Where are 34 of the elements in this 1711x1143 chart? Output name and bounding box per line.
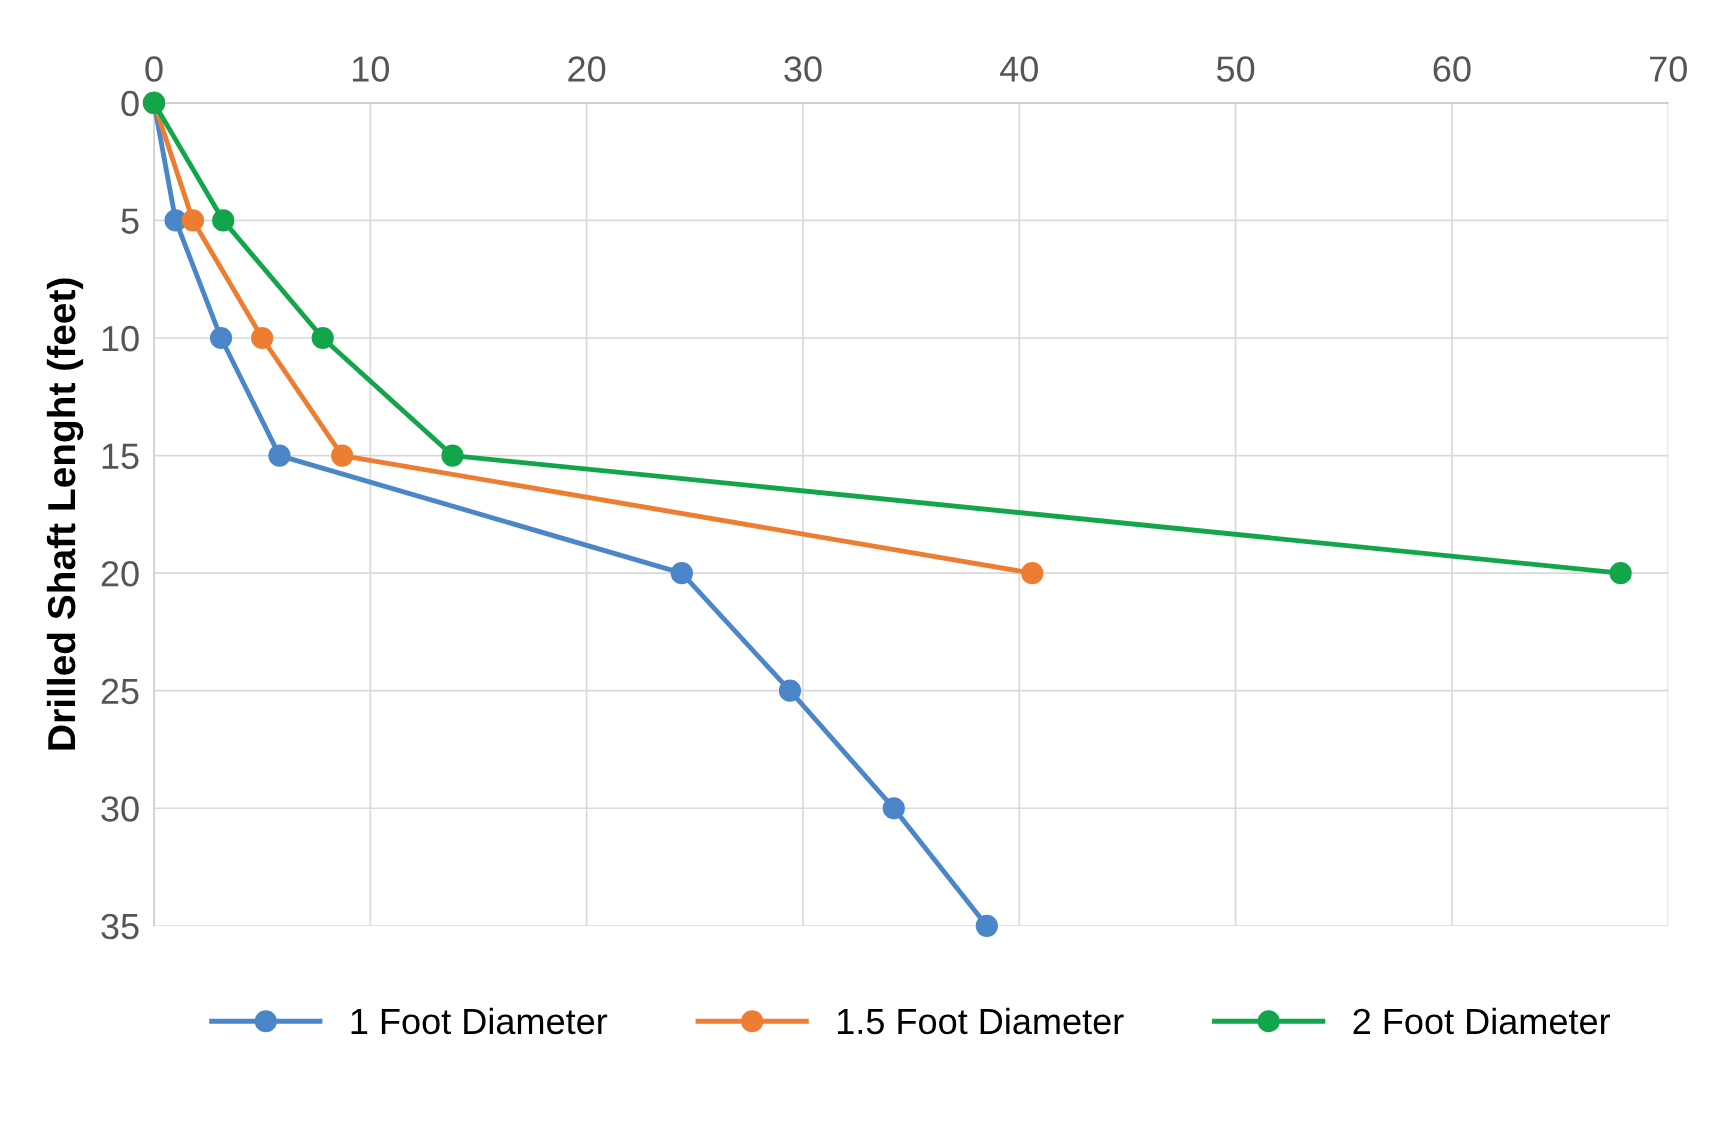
y-tick-label: 35: [101, 913, 139, 940]
point: [1021, 562, 1044, 585]
y-tick-label: 15: [102, 443, 139, 470]
point: [778, 679, 802, 702]
y-tick-label: 10: [102, 325, 139, 352]
y-tick-label: 30: [101, 796, 139, 822]
point: [1609, 562, 1632, 585]
x-tick-label: 30: [784, 56, 822, 82]
y-tick-label: 0: [121, 90, 139, 117]
legend-label: 1 Foot Diameter: [351, 1007, 608, 1035]
y-tick-label: 5: [121, 208, 139, 234]
point: [209, 326, 233, 350]
point: [311, 326, 334, 350]
point: [181, 209, 205, 232]
x-tick-label: 60: [1433, 56, 1471, 82]
point: [331, 444, 354, 467]
point: [251, 326, 274, 350]
point: [268, 444, 291, 467]
point: [441, 444, 464, 467]
y-axis-title: Drilled Shaft Lenght (feet): [46, 278, 84, 750]
x-tick-label: 70: [1649, 56, 1687, 82]
x-tick-label: 50: [1216, 56, 1255, 82]
point: [670, 562, 693, 585]
x-tick-label: 20: [568, 56, 606, 82]
legend-label: 2 Foot Diameter: [1353, 1007, 1611, 1035]
legend-label: 1.5 Foot Diameter: [837, 1007, 1124, 1035]
y-tick-label: 25: [101, 678, 139, 705]
point: [882, 797, 905, 820]
point: [212, 209, 235, 232]
y-tick-label: 20: [101, 561, 139, 587]
x-tick-label: 0: [145, 56, 163, 82]
x-tick-label: 40: [1000, 56, 1038, 82]
point: [975, 914, 998, 937]
x-tick-label: 10: [352, 56, 389, 82]
